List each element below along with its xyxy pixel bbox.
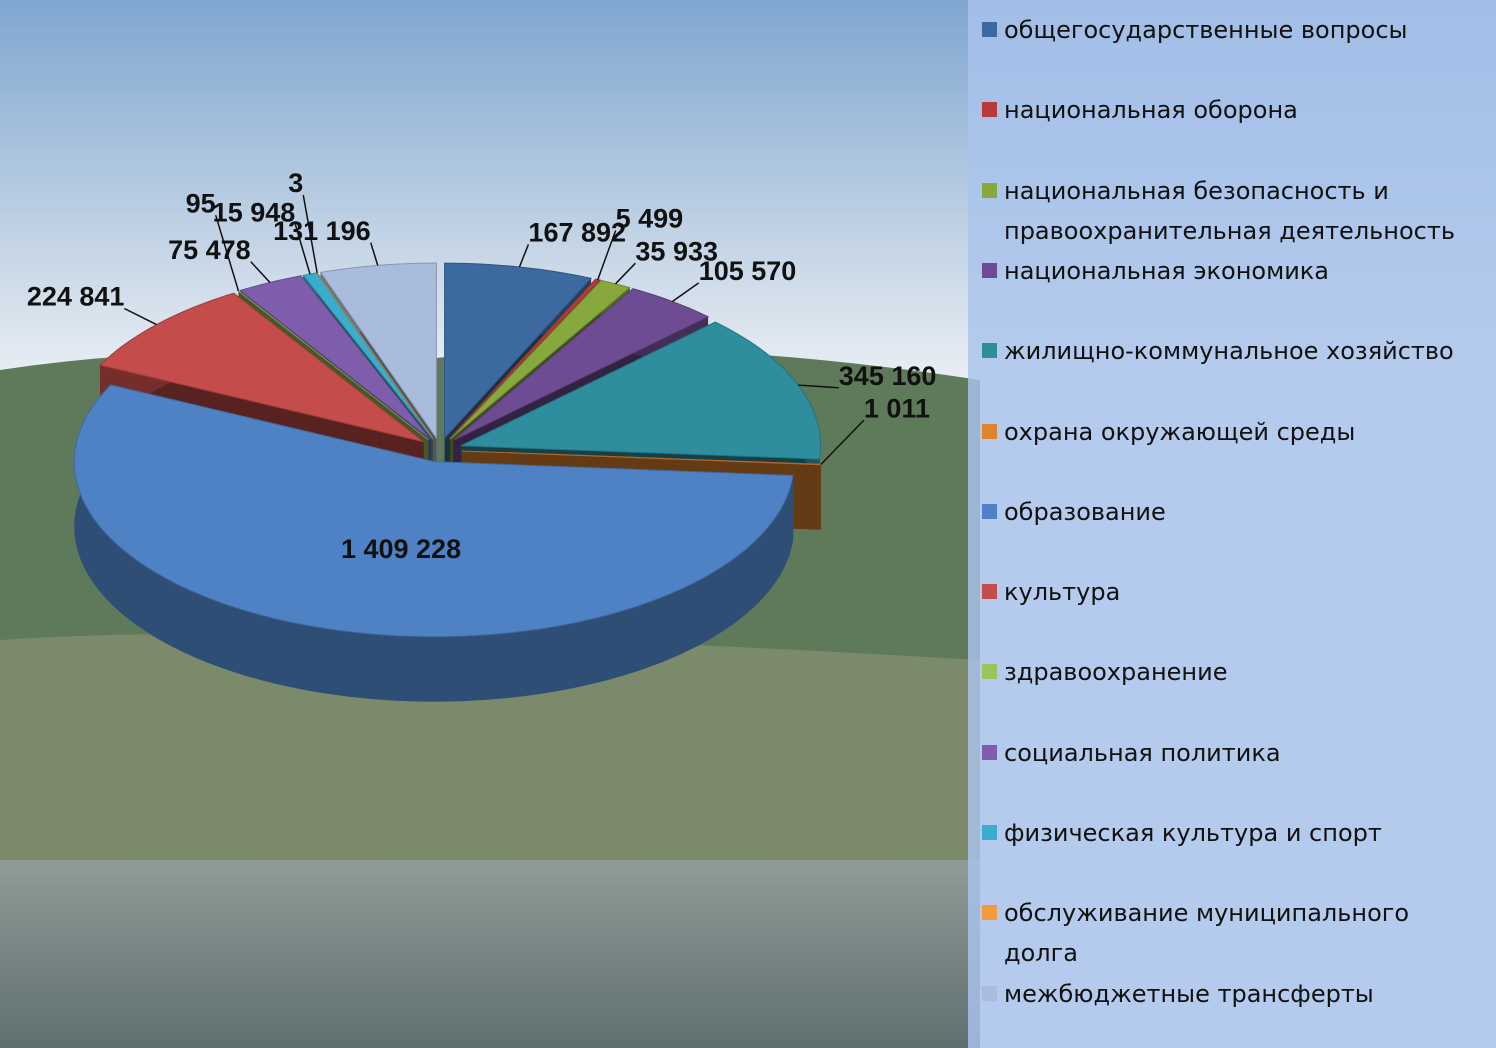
legend-item: физическая культура и спорт [982,813,1482,853]
legend-label: обслуживание муниципального долга [1004,893,1482,973]
value-label: 131 196 [273,216,371,246]
legend-swatch [982,22,997,37]
legend-item: национальная безопасность и правоохранит… [982,171,1482,251]
legend-item: охрана окружающей среды [982,412,1482,452]
legend: общегосударственные вопросы национальная … [968,0,1496,1048]
legend-item: жилищно-коммунальное хозяйство [982,331,1482,371]
legend-swatch [982,424,997,439]
legend-swatch [982,905,997,920]
value-label: 1 011 [864,393,930,423]
legend-label: общегосударственные вопросы [1004,10,1407,50]
legend-label: культура [1004,572,1120,612]
legend-item: национальная экономика [982,251,1482,291]
value-label: 105 570 [699,256,797,286]
value-label: 345 160 [839,361,937,391]
legend-item: социальная политика [982,733,1482,773]
legend-label: национальная экономика [1004,251,1329,291]
legend-item: межбюджетные трансферты [982,974,1482,1014]
legend-swatch [982,263,997,278]
legend-swatch [982,102,997,117]
legend-label: образование [1004,492,1166,532]
legend-label: физическая культура и спорт [1004,813,1382,853]
legend-swatch [982,343,997,358]
legend-label: социальная политика [1004,733,1281,773]
value-label: 224 841 [27,282,125,312]
legend-label: национальная безопасность и правоохранит… [1004,171,1482,251]
legend-swatch [982,825,997,840]
value-label: 5 499 [616,204,684,234]
legend-label: национальная оборона [1004,90,1298,130]
value-label: 3 [288,168,303,198]
page: {"chart_data": {"type": "pie", "categori… [0,0,1496,1048]
legend-item: здравоохранение [982,652,1482,692]
value-label: 95 [186,188,216,218]
legend-item: общегосударственные вопросы [982,10,1482,50]
water [0,860,980,1048]
legend-swatch [982,664,997,679]
legend-item: образование [982,492,1482,532]
legend-item: национальная оборона [982,90,1482,130]
legend-swatch [982,584,997,599]
legend-item: культура [982,572,1482,612]
legend-item: обслуживание муниципального долга [982,893,1482,973]
legend-label: жилищно-коммунальное хозяйство [1004,331,1454,371]
legend-label: здравоохранение [1004,652,1227,692]
value-label: 1 409 228 [341,534,461,564]
legend-swatch [982,504,997,519]
legend-swatch [982,183,997,198]
legend-swatch [982,986,997,1001]
legend-label: межбюджетные трансферты [1004,974,1374,1014]
legend-label: охрана окружающей среды [1004,412,1355,452]
legend-swatch [982,745,997,760]
value-label: 75 478 [168,235,251,265]
